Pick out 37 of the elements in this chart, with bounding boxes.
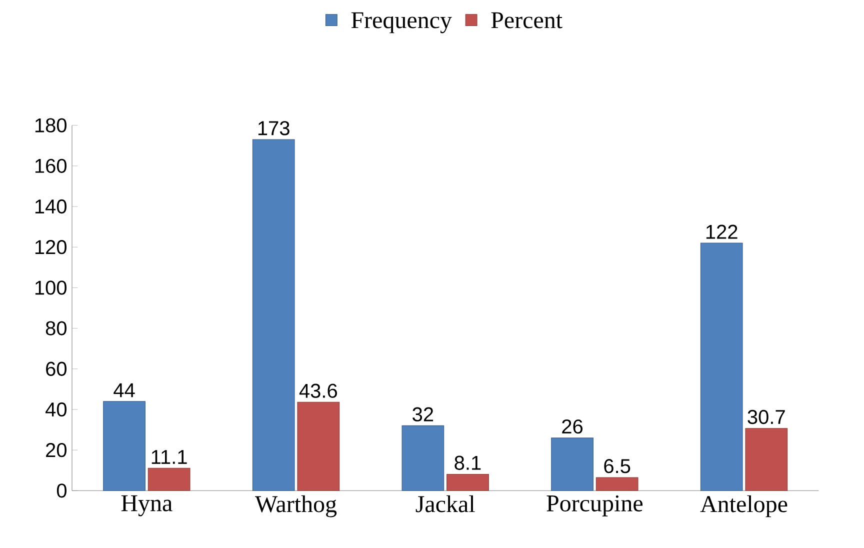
x-tick-label: Warthog <box>255 495 337 518</box>
data-label: 26 <box>562 419 583 434</box>
bar <box>551 438 594 491</box>
bar <box>103 401 146 491</box>
bar <box>402 425 444 491</box>
y-tick-label: 140 <box>35 199 66 214</box>
y-tick-label: 20 <box>46 442 66 458</box>
y-tick-label: 160 <box>35 158 66 173</box>
x-tick-label: Jackal <box>416 495 475 512</box>
bar <box>446 474 489 491</box>
bar <box>700 242 743 491</box>
data-label: 11.1 <box>152 450 187 464</box>
data-label: 44 <box>114 383 135 398</box>
y-tick-label: 180 <box>35 118 66 132</box>
data-label: 8.1 <box>454 456 481 470</box>
bar <box>745 428 788 491</box>
y-tick-label: 80 <box>46 321 66 336</box>
data-label: 43.6 <box>299 384 337 398</box>
legend-label: Frequency <box>351 12 452 34</box>
x-tick-label: Hyna <box>121 495 172 516</box>
data-label: 122 <box>706 224 738 239</box>
y-tick-label: 60 <box>46 362 66 376</box>
bar <box>596 477 638 491</box>
y-tick-label: 40 <box>46 402 66 417</box>
bar <box>252 139 295 491</box>
x-tick-label: Porcupine <box>546 495 643 516</box>
data-label: 173 <box>258 121 290 136</box>
y-tick-label: 0 <box>56 484 66 498</box>
data-label: 6.5 <box>604 459 630 474</box>
y-tick-label: 100 <box>35 280 66 295</box>
bar <box>297 402 340 491</box>
bar <box>148 468 190 491</box>
data-label: 32 <box>412 407 434 422</box>
data-label: 30.7 <box>748 410 785 424</box>
legend-label: Percent <box>491 12 562 28</box>
x-tick-label: Antelope <box>700 495 788 518</box>
y-tick-label: 120 <box>35 240 66 254</box>
